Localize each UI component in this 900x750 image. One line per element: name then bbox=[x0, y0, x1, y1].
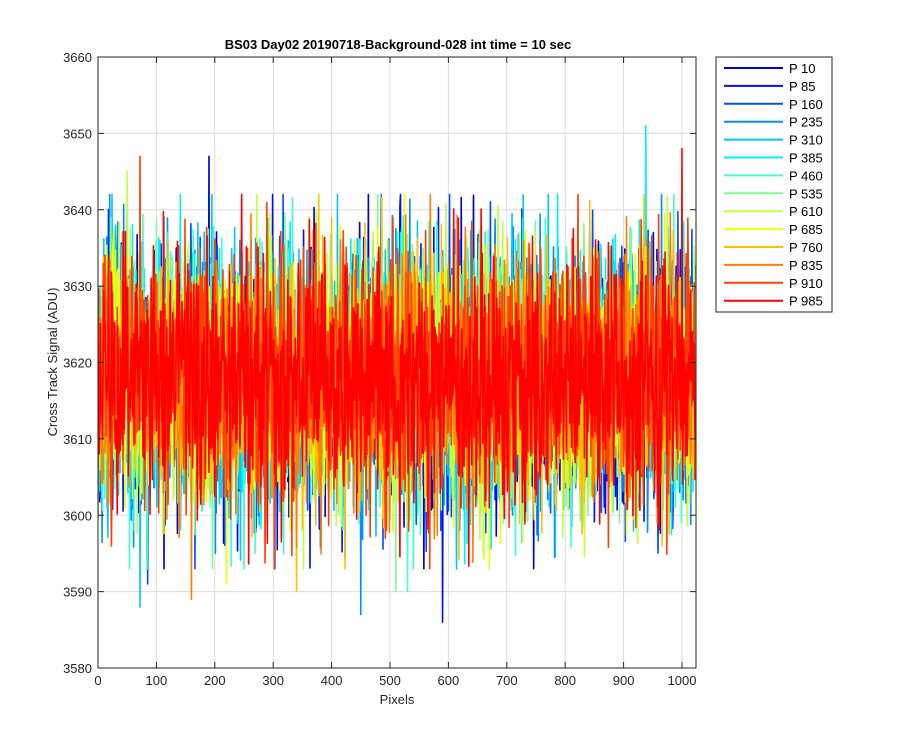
x-tick-label: 1000 bbox=[668, 673, 697, 688]
x-tick-label: 900 bbox=[613, 673, 635, 688]
y-tick-label: 3610 bbox=[63, 432, 92, 447]
plot-clip-region bbox=[98, 124, 696, 623]
x-tick-label: 200 bbox=[204, 673, 226, 688]
legend-entries: P 10 P 85 P 160 P 235 P 310 P 385 P 460 P 535 P … bbox=[724, 61, 823, 309]
y-tick-label: 3630 bbox=[63, 279, 92, 294]
legend-box bbox=[715, 56, 833, 313]
legend-label: P 385 bbox=[789, 151, 823, 166]
y-axis-label: Cross Track Signal (ADU) bbox=[45, 288, 60, 437]
x-tick-label: 600 bbox=[438, 673, 460, 688]
legend-label: P 985 bbox=[789, 294, 823, 309]
y-tick-label: 3620 bbox=[63, 356, 92, 371]
legend-label: P 460 bbox=[789, 168, 823, 183]
legend-label: P 10 bbox=[789, 61, 816, 76]
y-tick-label: 3640 bbox=[63, 203, 92, 218]
legend-label: P 160 bbox=[789, 97, 823, 112]
x-tick-label: 400 bbox=[321, 673, 343, 688]
series-line-p-985 bbox=[98, 147, 696, 567]
legend-label: P 310 bbox=[789, 133, 823, 148]
y-tick-label: 3650 bbox=[63, 126, 92, 141]
x-tick-label: 800 bbox=[554, 673, 576, 688]
y-tick-label: 3590 bbox=[63, 585, 92, 600]
x-tick-label: 100 bbox=[146, 673, 168, 688]
x-tick-label: 0 bbox=[94, 673, 101, 688]
legend-label: P 910 bbox=[789, 276, 823, 291]
y-tick-label: 3580 bbox=[63, 661, 92, 676]
axis-ticks: 0 100 200 300 400 500 600 700 800 900 1000 3580 3590… bbox=[63, 50, 696, 688]
legend: P 10 P 85 P 160 P 235 P 310 P 385 P 460 P 535 P … bbox=[715, 56, 833, 313]
x-axis-label: Pixels bbox=[380, 692, 415, 707]
legend-label: P 235 bbox=[789, 115, 823, 130]
x-tick-label: 700 bbox=[496, 673, 518, 688]
y-tick-label: 3660 bbox=[63, 50, 92, 65]
x-tick-label: 500 bbox=[379, 673, 401, 688]
legend-label: P 685 bbox=[789, 222, 823, 237]
legend-label: P 535 bbox=[789, 186, 823, 201]
series-lines bbox=[98, 124, 696, 623]
legend-label: P 760 bbox=[789, 240, 823, 255]
legend-label: P 610 bbox=[789, 204, 823, 219]
chart-title: BS03 Day02 20190718-Background-028 int t… bbox=[225, 37, 572, 52]
x-tick-label: 300 bbox=[262, 673, 284, 688]
y-tick-label: 3600 bbox=[63, 508, 92, 523]
legend-label: P 835 bbox=[789, 258, 823, 273]
legend-label: P 85 bbox=[789, 79, 816, 94]
